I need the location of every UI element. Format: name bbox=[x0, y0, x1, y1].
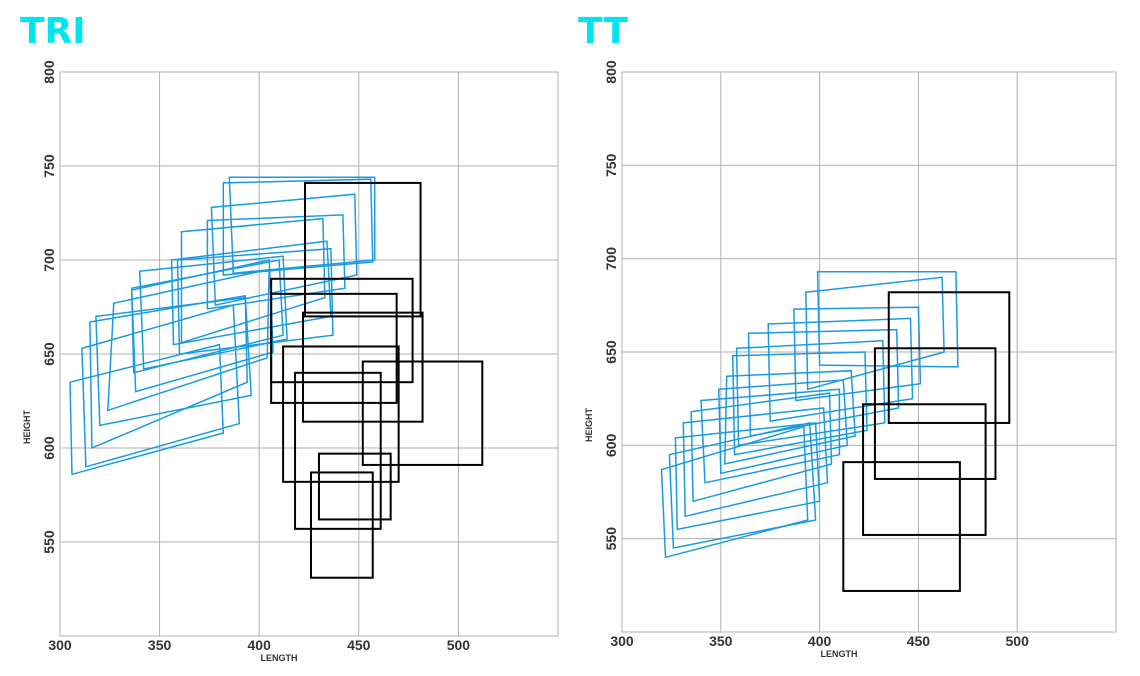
x-tick-label: 400 bbox=[808, 633, 832, 649]
blue-quad-mark bbox=[731, 351, 868, 456]
black-rect-mark bbox=[842, 461, 961, 592]
x-tick-label: 450 bbox=[907, 633, 931, 649]
marks-tri bbox=[69, 176, 484, 579]
black-rect-mark bbox=[309, 471, 374, 579]
blue-quad-mark bbox=[228, 176, 376, 275]
blue-quad-mark bbox=[805, 276, 945, 391]
blue-quad-mark bbox=[690, 392, 833, 503]
blue-quad-mark bbox=[747, 328, 900, 437]
blue-quad-mark bbox=[816, 270, 959, 368]
black-rect-mark bbox=[282, 345, 400, 483]
blue-quad-mark bbox=[138, 255, 288, 370]
marks-tt bbox=[660, 270, 1011, 592]
y-tick-label: 750 bbox=[603, 153, 619, 177]
y-tick-label: 650 bbox=[603, 340, 619, 364]
black-rect-mark bbox=[270, 292, 398, 404]
blue-quad-mark bbox=[222, 178, 374, 276]
y-tick-label: 550 bbox=[41, 530, 57, 554]
blue-quad-mark bbox=[130, 259, 274, 393]
blue-quad-mark bbox=[180, 217, 326, 344]
black-rect-mark bbox=[873, 347, 997, 480]
chart-title-tt: TT bbox=[578, 11, 628, 52]
x-tick-label: 500 bbox=[1006, 633, 1030, 649]
chart-tri: 300 350 400 450 500 550 600 650 700 750 800 LENGTH H… bbox=[22, 60, 559, 663]
black-rect-mark bbox=[887, 291, 1011, 424]
y-tick-label: 650 bbox=[41, 342, 57, 366]
y-tick-label: 800 bbox=[603, 60, 619, 84]
y-tick-label: 600 bbox=[603, 433, 619, 457]
blue-quad-mark bbox=[69, 343, 225, 476]
blue-quad-mark bbox=[682, 407, 829, 518]
y-tick-label: 800 bbox=[41, 60, 57, 84]
y-axis-label: HEIGHT bbox=[584, 408, 594, 443]
y-axis-label: HEIGHT bbox=[22, 410, 32, 445]
x-axis-label: LENGTH bbox=[821, 649, 858, 659]
black-rect-mark bbox=[270, 277, 414, 384]
y-tick-label: 750 bbox=[41, 154, 57, 178]
y-tick-label: 700 bbox=[41, 248, 57, 272]
blue-quad-mark bbox=[210, 193, 358, 307]
chart-tt: 300 350 400 450 500 550 600 650 700 750 800 LENGTH H… bbox=[584, 60, 1117, 659]
black-rect-mark bbox=[317, 452, 392, 521]
blue-quad-mark bbox=[660, 425, 809, 559]
black-rect-mark bbox=[862, 403, 987, 536]
chart-title-tri: TRI bbox=[20, 11, 86, 52]
blue-quad-mark bbox=[724, 369, 856, 465]
x-tick-label: 300 bbox=[48, 637, 72, 653]
x-tick-label: 500 bbox=[447, 637, 471, 653]
blue-quad-mark bbox=[718, 379, 849, 475]
x-tick-label: 300 bbox=[610, 633, 634, 649]
x-axis-label: LENGTH bbox=[261, 653, 298, 663]
y-tick-label: 600 bbox=[41, 436, 57, 460]
blue-quad-mark bbox=[95, 296, 252, 427]
blue-quad-mark bbox=[793, 306, 922, 402]
x-tick-label: 350 bbox=[148, 637, 172, 653]
black-rect-mark bbox=[302, 311, 424, 423]
blue-quad-mark bbox=[674, 422, 821, 531]
y-tick-label: 700 bbox=[603, 247, 619, 271]
blue-quad-mark bbox=[700, 388, 841, 484]
x-tick-label: 400 bbox=[248, 637, 272, 653]
blue-quad-mark bbox=[130, 259, 284, 374]
black-rect-mark bbox=[294, 371, 382, 530]
blue-quad-mark bbox=[767, 317, 914, 422]
blue-quad-mark bbox=[81, 304, 241, 468]
blue-quad-mark bbox=[176, 247, 334, 355]
y-tick-label: 550 bbox=[603, 527, 619, 551]
x-tick-label: 450 bbox=[347, 637, 371, 653]
black-rect-mark bbox=[304, 181, 422, 318]
blue-quad-mark bbox=[206, 214, 346, 310]
blue-quad-mark bbox=[735, 340, 886, 447]
x-tick-label: 350 bbox=[709, 633, 733, 649]
blue-quad-mark bbox=[106, 268, 270, 412]
